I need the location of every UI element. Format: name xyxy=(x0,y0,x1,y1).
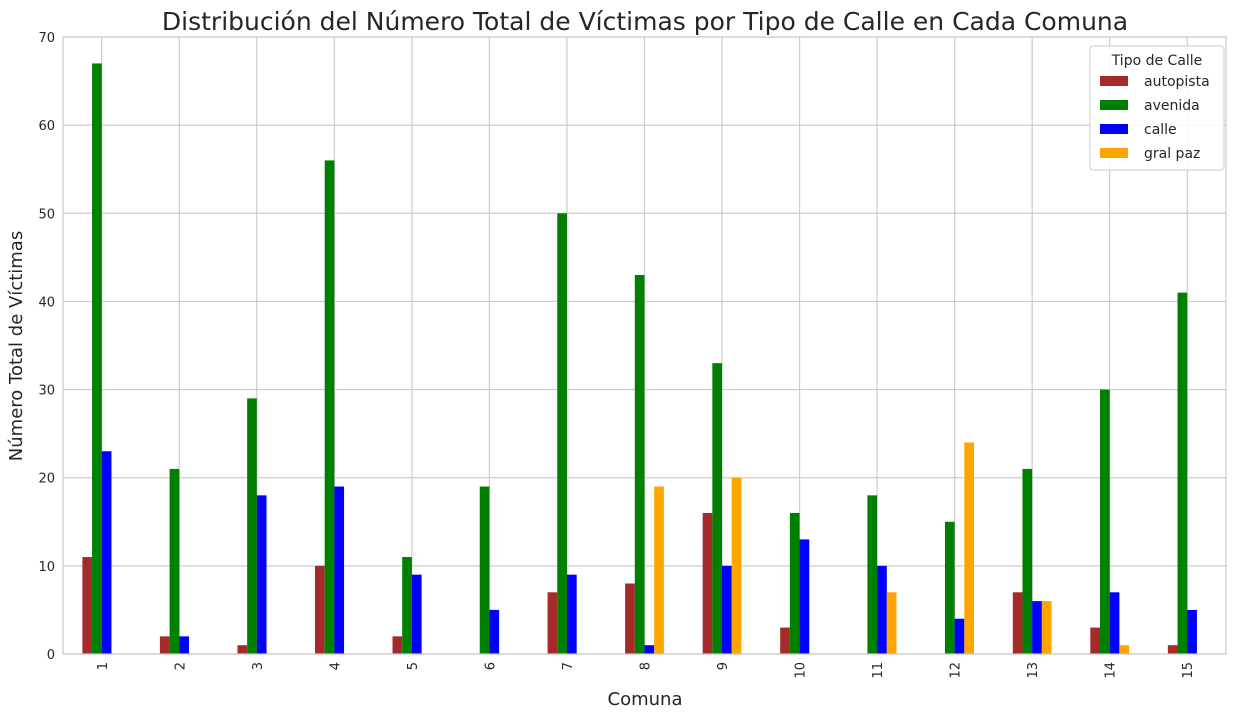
bars xyxy=(82,63,1197,655)
bar-avenida xyxy=(867,495,878,654)
x-tick-label: 14 xyxy=(1104,662,1119,679)
bar-gral-paz xyxy=(886,592,897,654)
bar-calle xyxy=(877,565,887,654)
bar-calle xyxy=(566,574,577,654)
legend-label: avenida xyxy=(1144,98,1200,114)
bar-calle xyxy=(411,574,422,654)
bar-avenida xyxy=(944,521,955,654)
x-axis-title: Comuna xyxy=(608,689,683,710)
y-tick-label: 60 xyxy=(38,119,55,134)
bar-avenida xyxy=(324,160,335,654)
bar-calle xyxy=(954,618,965,654)
bar-gral-paz xyxy=(1041,601,1052,654)
chart-title: Distribución del Número Total de Víctima… xyxy=(162,7,1128,36)
bar-autopista xyxy=(547,592,558,654)
x-tick-label: 1 xyxy=(96,662,111,670)
bar-avenida xyxy=(634,274,645,654)
bar-calle xyxy=(101,451,112,654)
x-tick-label: 4 xyxy=(328,662,343,670)
bar-autopista xyxy=(702,512,713,654)
bar-calle xyxy=(1032,601,1042,654)
bar-calle xyxy=(256,495,267,654)
bar-gral-paz xyxy=(1119,645,1130,654)
x-tick-label: 5 xyxy=(406,662,421,670)
x-tick-label: 12 xyxy=(949,662,964,679)
x-tick-label: 10 xyxy=(794,662,809,679)
x-tick-label: 11 xyxy=(871,662,886,679)
bar-avenida xyxy=(169,468,180,654)
bar-calle xyxy=(179,636,189,654)
legend-swatch xyxy=(1100,100,1128,110)
legend-title: Tipo de Calle xyxy=(1111,53,1203,69)
bar-calle xyxy=(489,609,500,654)
bar-autopista xyxy=(159,636,170,654)
legend-swatch xyxy=(1100,76,1128,86)
y-tick-label: 70 xyxy=(38,31,55,46)
bar-autopista xyxy=(314,565,325,654)
y-tick-label: 20 xyxy=(38,472,55,487)
x-tick-label: 8 xyxy=(639,662,654,670)
bar-avenida xyxy=(479,486,490,654)
x-tick-label: 6 xyxy=(483,662,498,670)
y-tick-label: 0 xyxy=(47,648,55,663)
bar-gral-paz xyxy=(964,442,975,654)
bar-avenida xyxy=(557,213,567,655)
y-tick-label: 50 xyxy=(38,207,55,222)
y-tick-label: 10 xyxy=(38,560,55,575)
x-tick-label: 7 xyxy=(561,662,576,670)
x-tick-label: 15 xyxy=(1181,662,1196,679)
axes xyxy=(62,36,1227,655)
legend-label: calle xyxy=(1144,122,1177,138)
x-tick-label: 9 xyxy=(716,662,731,670)
bar-autopista xyxy=(237,645,248,654)
x-tick-label: 3 xyxy=(251,662,266,670)
bar-gral-paz xyxy=(731,477,742,654)
y-tick-labels: 0 10 20 30 40 50 60 70 xyxy=(38,31,55,663)
bar-calle xyxy=(644,645,655,654)
bar-autopista xyxy=(1090,627,1101,654)
bar-avenida xyxy=(1100,389,1110,654)
bar-autopista xyxy=(82,557,93,654)
bar-autopista xyxy=(392,636,403,654)
bar-autopista xyxy=(1012,592,1023,654)
bar-avenida xyxy=(789,512,800,654)
bar-avenida xyxy=(1022,468,1033,654)
y-axis-title: Número Total de Víctimas xyxy=(6,231,27,461)
legend-swatch xyxy=(1100,124,1128,134)
legend-swatch xyxy=(1100,148,1128,158)
legend: Tipo de Calle autopista avenida calle gral … xyxy=(1089,45,1225,171)
x-tick-label: 2 xyxy=(173,662,188,670)
y-tick-label: 40 xyxy=(38,295,55,310)
bar-gral-paz xyxy=(654,486,664,654)
bar-calle xyxy=(1187,609,1197,654)
x-tick-labels: 1 2 3 4 5 6 7 8 9 10 11 12 13 14 15 xyxy=(96,662,1196,679)
y-tick-label: 30 xyxy=(38,384,55,399)
bar-autopista xyxy=(625,583,635,654)
bar-calle xyxy=(722,565,732,654)
bar-avenida xyxy=(712,363,723,654)
bar-calle xyxy=(799,539,810,654)
bar-avenida xyxy=(402,557,412,654)
legend-items: autopista avenida calle gral paz xyxy=(1100,74,1210,162)
bar-autopista xyxy=(1167,645,1178,654)
bar-autopista xyxy=(780,627,790,654)
legend-label: autopista xyxy=(1144,74,1210,90)
bar-avenida xyxy=(1177,292,1188,654)
bar-avenida xyxy=(92,63,102,654)
bar-calle xyxy=(334,486,345,654)
x-tick-label: 13 xyxy=(1026,662,1041,679)
bar-avenida xyxy=(247,398,257,654)
bar-calle xyxy=(1109,592,1120,654)
plot-frame xyxy=(62,36,1227,655)
legend-label: gral paz xyxy=(1144,146,1200,162)
